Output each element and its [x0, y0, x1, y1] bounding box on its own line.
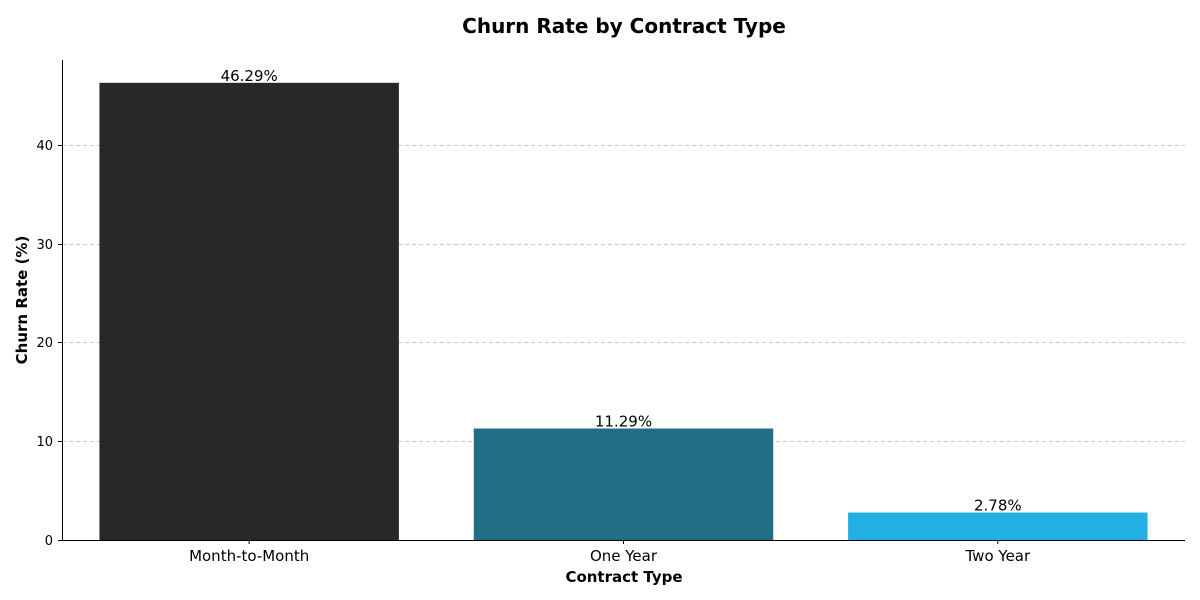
- x-tick-label: Two Year: [965, 547, 1031, 565]
- y-tick-label: 40: [36, 139, 53, 154]
- bar: [99, 82, 399, 540]
- y-axis-label: Churn Rate (%): [13, 236, 31, 365]
- data-labels: 46.29% 11.29% 2.78%: [221, 67, 1022, 515]
- y-tick-label: 20: [36, 336, 53, 351]
- bar: [848, 512, 1148, 540]
- bars: [99, 82, 1148, 540]
- y-tick-label: 30: [36, 238, 53, 253]
- bar: [473, 428, 774, 540]
- y-tick-label: 0: [45, 534, 53, 549]
- y-tick-label: 10: [36, 435, 53, 450]
- x-tick-label: One Year: [590, 547, 658, 565]
- data-label: 11.29%: [595, 412, 652, 430]
- y-ticks: 0 10 20 30 40: [36, 139, 62, 549]
- x-axis-label: Contract Type: [565, 568, 682, 586]
- data-label: 2.78%: [974, 497, 1022, 515]
- chart-title: Churn Rate by Contract Type: [462, 14, 786, 38]
- x-tick-label: Month-to-Month: [189, 547, 309, 565]
- x-ticks: Month-to-Month One Year Two Year: [189, 540, 1031, 565]
- data-label: 46.29%: [221, 67, 278, 85]
